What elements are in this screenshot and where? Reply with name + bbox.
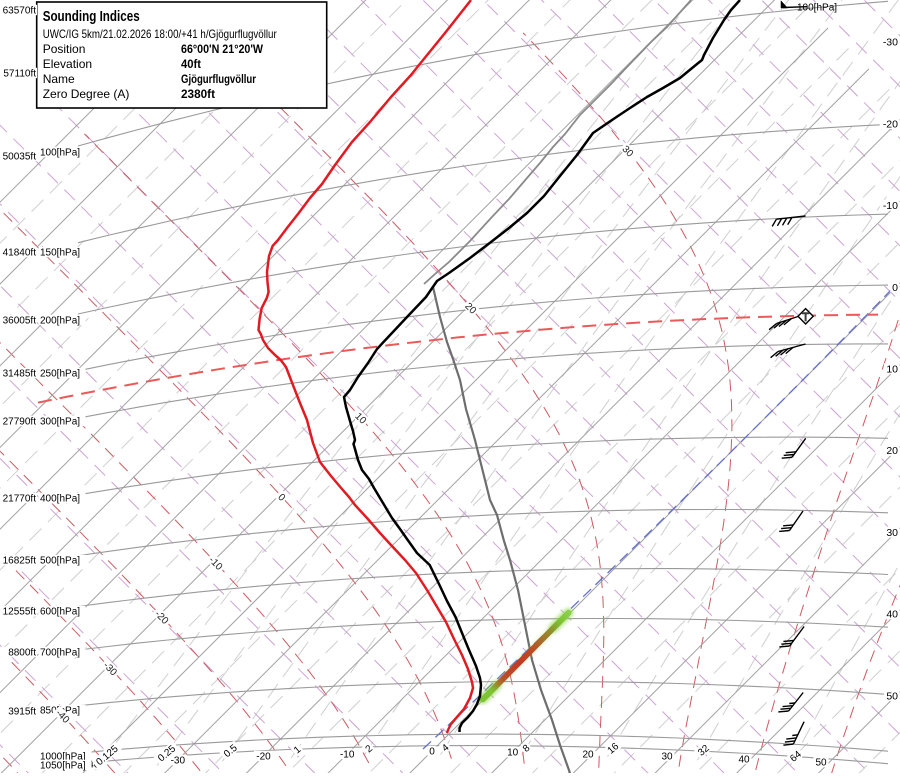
svg-text:Position: Position (43, 42, 86, 56)
svg-text:Name: Name (43, 72, 75, 86)
svg-text:8800ft: 8800ft (8, 648, 36, 659)
svg-text:400[hPa]: 400[hPa] (40, 494, 80, 505)
svg-text:-30: -30 (883, 37, 898, 49)
svg-text:700[hPa]: 700[hPa] (40, 648, 80, 659)
svg-text:40ft: 40ft (181, 57, 201, 71)
svg-text:500[hPa]: 500[hPa] (40, 556, 80, 567)
svg-text:66°00'N 21°20'W: 66°00'N 21°20'W (181, 42, 264, 56)
svg-text:4: 4 (440, 742, 452, 754)
svg-text:UWC/IG 5km/21.02.2026 18:00/+4: UWC/IG 5km/21.02.2026 18:00/+41 h/Gjögur… (43, 27, 277, 41)
svg-text:30: 30 (661, 752, 673, 763)
svg-text:Zero Degree (A): Zero Degree (A) (43, 87, 130, 101)
svg-text:50: 50 (815, 758, 827, 769)
svg-text:10: 10 (886, 364, 898, 376)
svg-text:2: 2 (364, 743, 376, 755)
svg-text:300[hPa]: 300[hPa] (40, 417, 80, 428)
svg-text:63570ft: 63570ft (3, 6, 37, 17)
svg-text:20: 20 (582, 750, 594, 761)
svg-text:41840ft: 41840ft (3, 248, 37, 259)
svg-text:0: 0 (892, 282, 898, 294)
svg-text:36005ft: 36005ft (3, 316, 37, 327)
svg-text:-30: -30 (171, 756, 186, 767)
svg-text:-10: -10 (883, 200, 898, 212)
svg-text:30: 30 (886, 527, 898, 539)
svg-text:100[hPa]: 100[hPa] (40, 148, 80, 159)
svg-text:-40: -40 (85, 760, 100, 771)
svg-text:50035ft: 50035ft (3, 152, 37, 163)
svg-text:12555ft: 12555ft (3, 607, 37, 618)
svg-text:10: 10 (507, 748, 519, 759)
svg-text:31485ft: 31485ft (3, 369, 37, 380)
svg-text:Sounding Indices: Sounding Indices (43, 8, 140, 25)
svg-text:16825ft: 16825ft (3, 556, 37, 567)
svg-text:1050[hPa]: 1050[hPa] (40, 761, 86, 772)
svg-text:250[hPa]: 250[hPa] (40, 369, 80, 380)
svg-text:600[hPa]: 600[hPa] (40, 607, 80, 618)
svg-text:150[hPa]: 150[hPa] (40, 248, 80, 259)
svg-text:20: 20 (886, 445, 898, 457)
svg-text:21770ft: 21770ft (3, 494, 37, 505)
svg-text:50: 50 (886, 690, 898, 702)
svg-text:27790ft: 27790ft (3, 417, 37, 428)
svg-text:1000[hPa]: 1000[hPa] (40, 752, 86, 763)
svg-text:-20: -20 (883, 118, 898, 130)
svg-text:40: 40 (738, 755, 750, 766)
svg-text:2380ft: 2380ft (181, 87, 215, 101)
svg-text:200[hPa]: 200[hPa] (40, 316, 80, 327)
svg-text:-20: -20 (256, 752, 271, 763)
svg-text:Gjögurflugvöllur: Gjögurflugvöllur (181, 72, 256, 86)
svg-text:8: 8 (521, 743, 533, 755)
svg-text:40: 40 (886, 609, 898, 621)
svg-text:-10: -10 (340, 750, 355, 761)
svg-text:1: 1 (292, 744, 304, 756)
svg-text:100[hPa]: 100[hPa] (797, 3, 837, 14)
svg-text:0: 0 (429, 747, 435, 758)
svg-text:Elevation: Elevation (43, 57, 92, 71)
svg-text:3915ft: 3915ft (8, 707, 36, 718)
svg-text:57110ft: 57110ft (3, 69, 36, 80)
